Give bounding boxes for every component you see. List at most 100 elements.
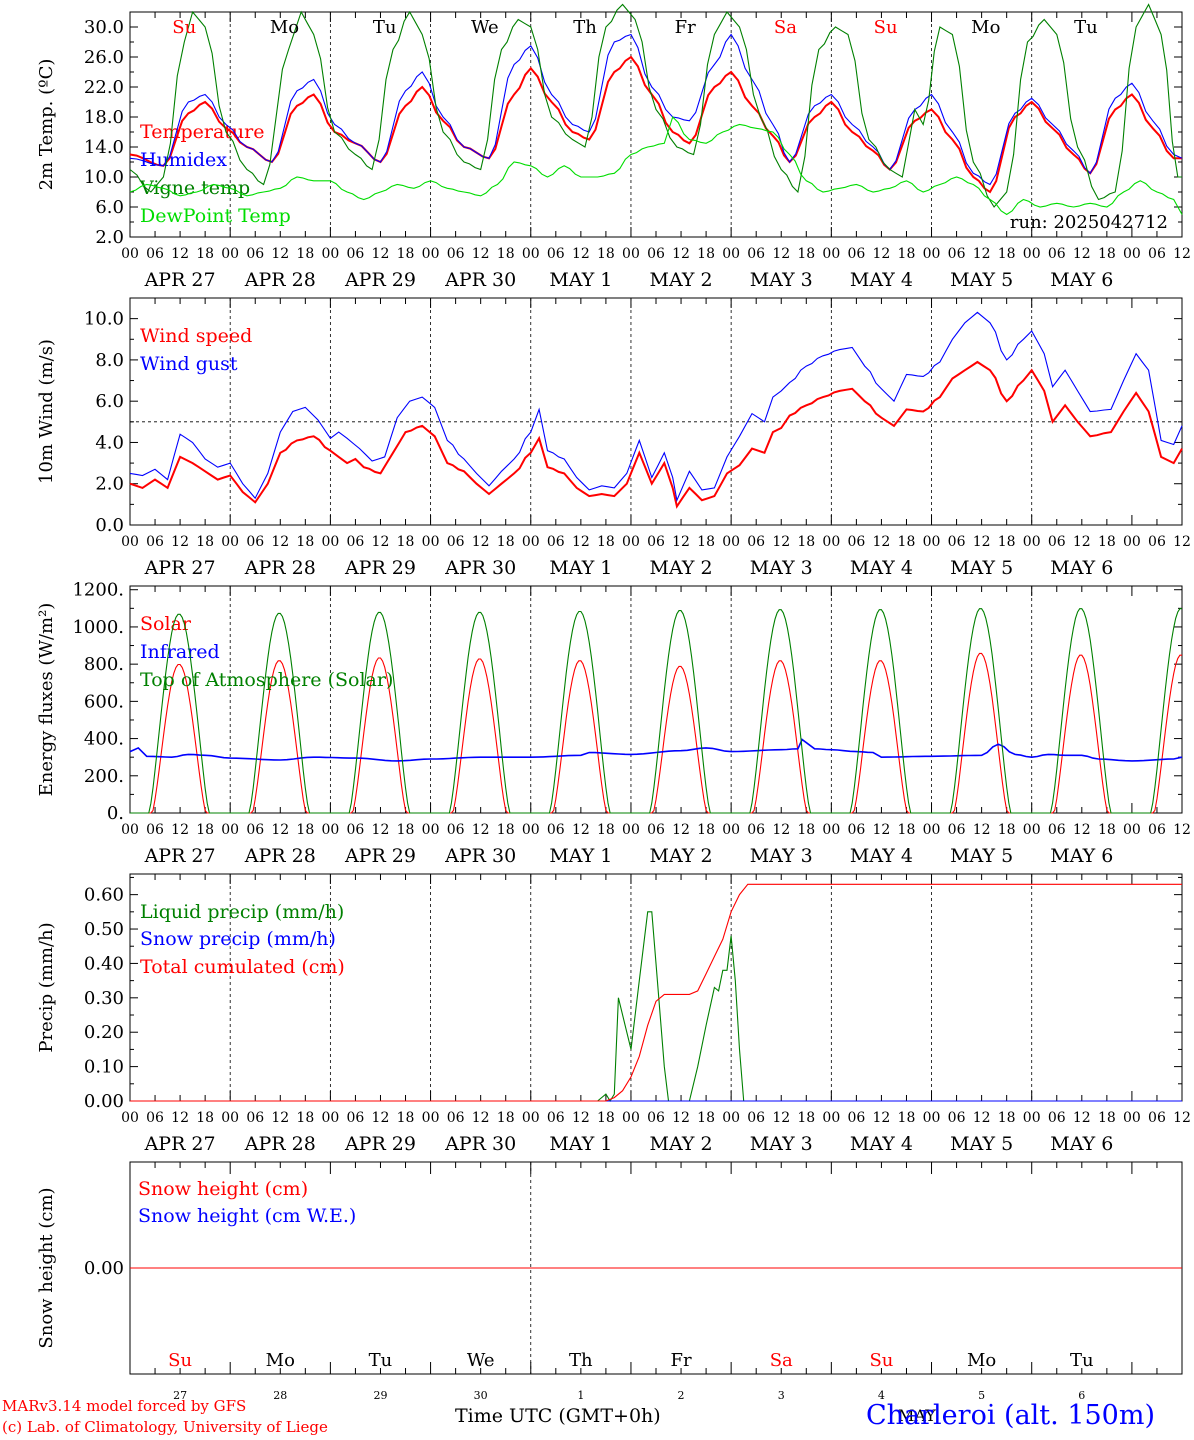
hour-tick-label: 12	[1073, 822, 1091, 838]
hour-tick-label: 06	[948, 534, 966, 550]
day-name: Tu	[373, 17, 397, 38]
hour-tick-label: 06	[447, 246, 465, 262]
hour-tick-label: 00	[422, 822, 440, 838]
hour-tick-label: 06	[547, 822, 565, 838]
hour-tick-label: 12	[672, 822, 690, 838]
hour-tick-label: 06	[948, 246, 966, 262]
hour-tick-label: 00	[923, 822, 941, 838]
date-label: MAY 6	[1050, 269, 1113, 291]
date-label: MAY 2	[650, 557, 713, 579]
hour-tick-label: 12	[271, 1110, 289, 1126]
hour-tick-label: 06	[1148, 246, 1166, 262]
hour-tick-label: 00	[1023, 246, 1041, 262]
hour-tick-label: 12	[672, 1110, 690, 1126]
hour-tick-label: 12	[472, 246, 490, 262]
date-label: MAY 1	[549, 1133, 612, 1155]
legend-entry: Vigne temp	[139, 177, 250, 199]
y-tick-label: 10.0	[84, 309, 124, 330]
hour-tick-label: 00	[522, 1110, 540, 1126]
date-label: APR 28	[244, 845, 316, 867]
legend-entry: Snow precip (mm/h)	[140, 928, 336, 950]
date-label: MAY 1	[549, 557, 612, 579]
hour-tick-label: 06	[948, 822, 966, 838]
date-label: APR 29	[344, 845, 416, 867]
hour-tick-label: 18	[597, 534, 615, 550]
hour-tick-label: 18	[898, 534, 916, 550]
hour-tick-label: 12	[271, 822, 289, 838]
hour-tick-label: 18	[497, 822, 515, 838]
hour-tick-label: 12	[171, 246, 189, 262]
hour-tick-label: 12	[973, 246, 991, 262]
hour-tick-label: 18	[898, 822, 916, 838]
date-label: APR 30	[444, 557, 516, 579]
hour-tick-label: 12	[372, 822, 390, 838]
date-label: APR 27	[144, 557, 216, 579]
date-label: MAY 6	[1050, 557, 1113, 579]
y-tick-label: 200.	[84, 766, 124, 787]
date-label: MAY 3	[750, 845, 813, 867]
hour-tick-label: 00	[1123, 1110, 1141, 1126]
hour-tick-label: 12	[171, 534, 189, 550]
day-number: 5	[978, 1389, 985, 1402]
y-tick-label: 1000.	[72, 617, 124, 638]
panel-4: 0.00 0.10 0.20 0.30 0.40 0.50 0.60 Precip (mm/h…	[36, 873, 1191, 1155]
y-tick-label: 0.30	[84, 988, 124, 1009]
hour-tick-label: 06	[447, 822, 465, 838]
hour-tick-label: 06	[647, 1110, 665, 1126]
hour-tick-label: 00	[221, 534, 239, 550]
day-name: Su	[168, 1350, 192, 1371]
hour-tick-label: 12	[372, 534, 390, 550]
y-tick-label: 18.0	[84, 107, 124, 128]
hour-tick-label: 00	[822, 534, 840, 550]
y-tick-label: 600.	[84, 691, 124, 712]
series-wind-speed	[129, 360, 1183, 509]
hour-tick-label: 00	[822, 1110, 840, 1126]
series-infrared	[129, 738, 1183, 762]
date-label: MAY 6	[1050, 1133, 1113, 1155]
date-label: MAY 1	[549, 269, 612, 291]
hour-tick-label: 18	[797, 822, 815, 838]
hour-tick-label: 00	[221, 822, 239, 838]
hour-tick-label: 12	[772, 1110, 790, 1126]
hour-tick-label: 18	[1098, 534, 1116, 550]
model-credit: MARv3.14 model forced by GFS	[2, 1397, 247, 1415]
hour-tick-label: 00	[121, 534, 139, 550]
hour-tick-label: 06	[847, 822, 865, 838]
day-number: 1	[577, 1389, 584, 1402]
hour-tick-label: 18	[497, 534, 515, 550]
hour-tick-label: 00	[121, 822, 139, 838]
hour-tick-label: 18	[296, 246, 314, 262]
hour-tick-label: 18	[898, 1110, 916, 1126]
y-axis-label: Snow height (cm)	[36, 1187, 57, 1348]
hour-tick-label: 18	[998, 1110, 1016, 1126]
date-label: MAY 4	[850, 845, 913, 867]
hour-tick-label: 06	[1148, 1110, 1166, 1126]
hour-tick-label: 00	[822, 246, 840, 262]
y-tick-label: 22.0	[84, 77, 124, 98]
hour-tick-label: 06	[347, 822, 365, 838]
date-label: MAY 5	[950, 845, 1013, 867]
hour-tick-label: 06	[847, 534, 865, 550]
hour-tick-label: 06	[647, 822, 665, 838]
day-name: Tu	[1070, 1350, 1094, 1371]
hour-tick-label: 00	[923, 1110, 941, 1126]
day-name: Tu	[369, 1350, 393, 1371]
hour-tick-label: 06	[347, 246, 365, 262]
y-tick-label: 30.0	[84, 17, 124, 38]
hour-tick-label: 12	[1073, 534, 1091, 550]
hour-tick-label: 00	[321, 534, 339, 550]
hour-tick-label: 06	[1048, 1110, 1066, 1126]
hour-tick-label: 06	[547, 1110, 565, 1126]
y-axis-label: 2m Temp. (ºC)	[36, 59, 57, 191]
date-label: APR 29	[344, 269, 416, 291]
hour-tick-label: 18	[1098, 822, 1116, 838]
hour-tick-label: 18	[697, 822, 715, 838]
hour-tick-label: 00	[1023, 1110, 1041, 1126]
hour-tick-label: 00	[622, 822, 640, 838]
plot-frame	[129, 297, 1183, 526]
hour-tick-label: 12	[171, 822, 189, 838]
legend-entry: Snow height (cm W.E.)	[138, 1205, 356, 1227]
day-number: 28	[273, 1389, 287, 1402]
hour-tick-label: 12	[973, 534, 991, 550]
day-name: Mo	[270, 17, 299, 38]
